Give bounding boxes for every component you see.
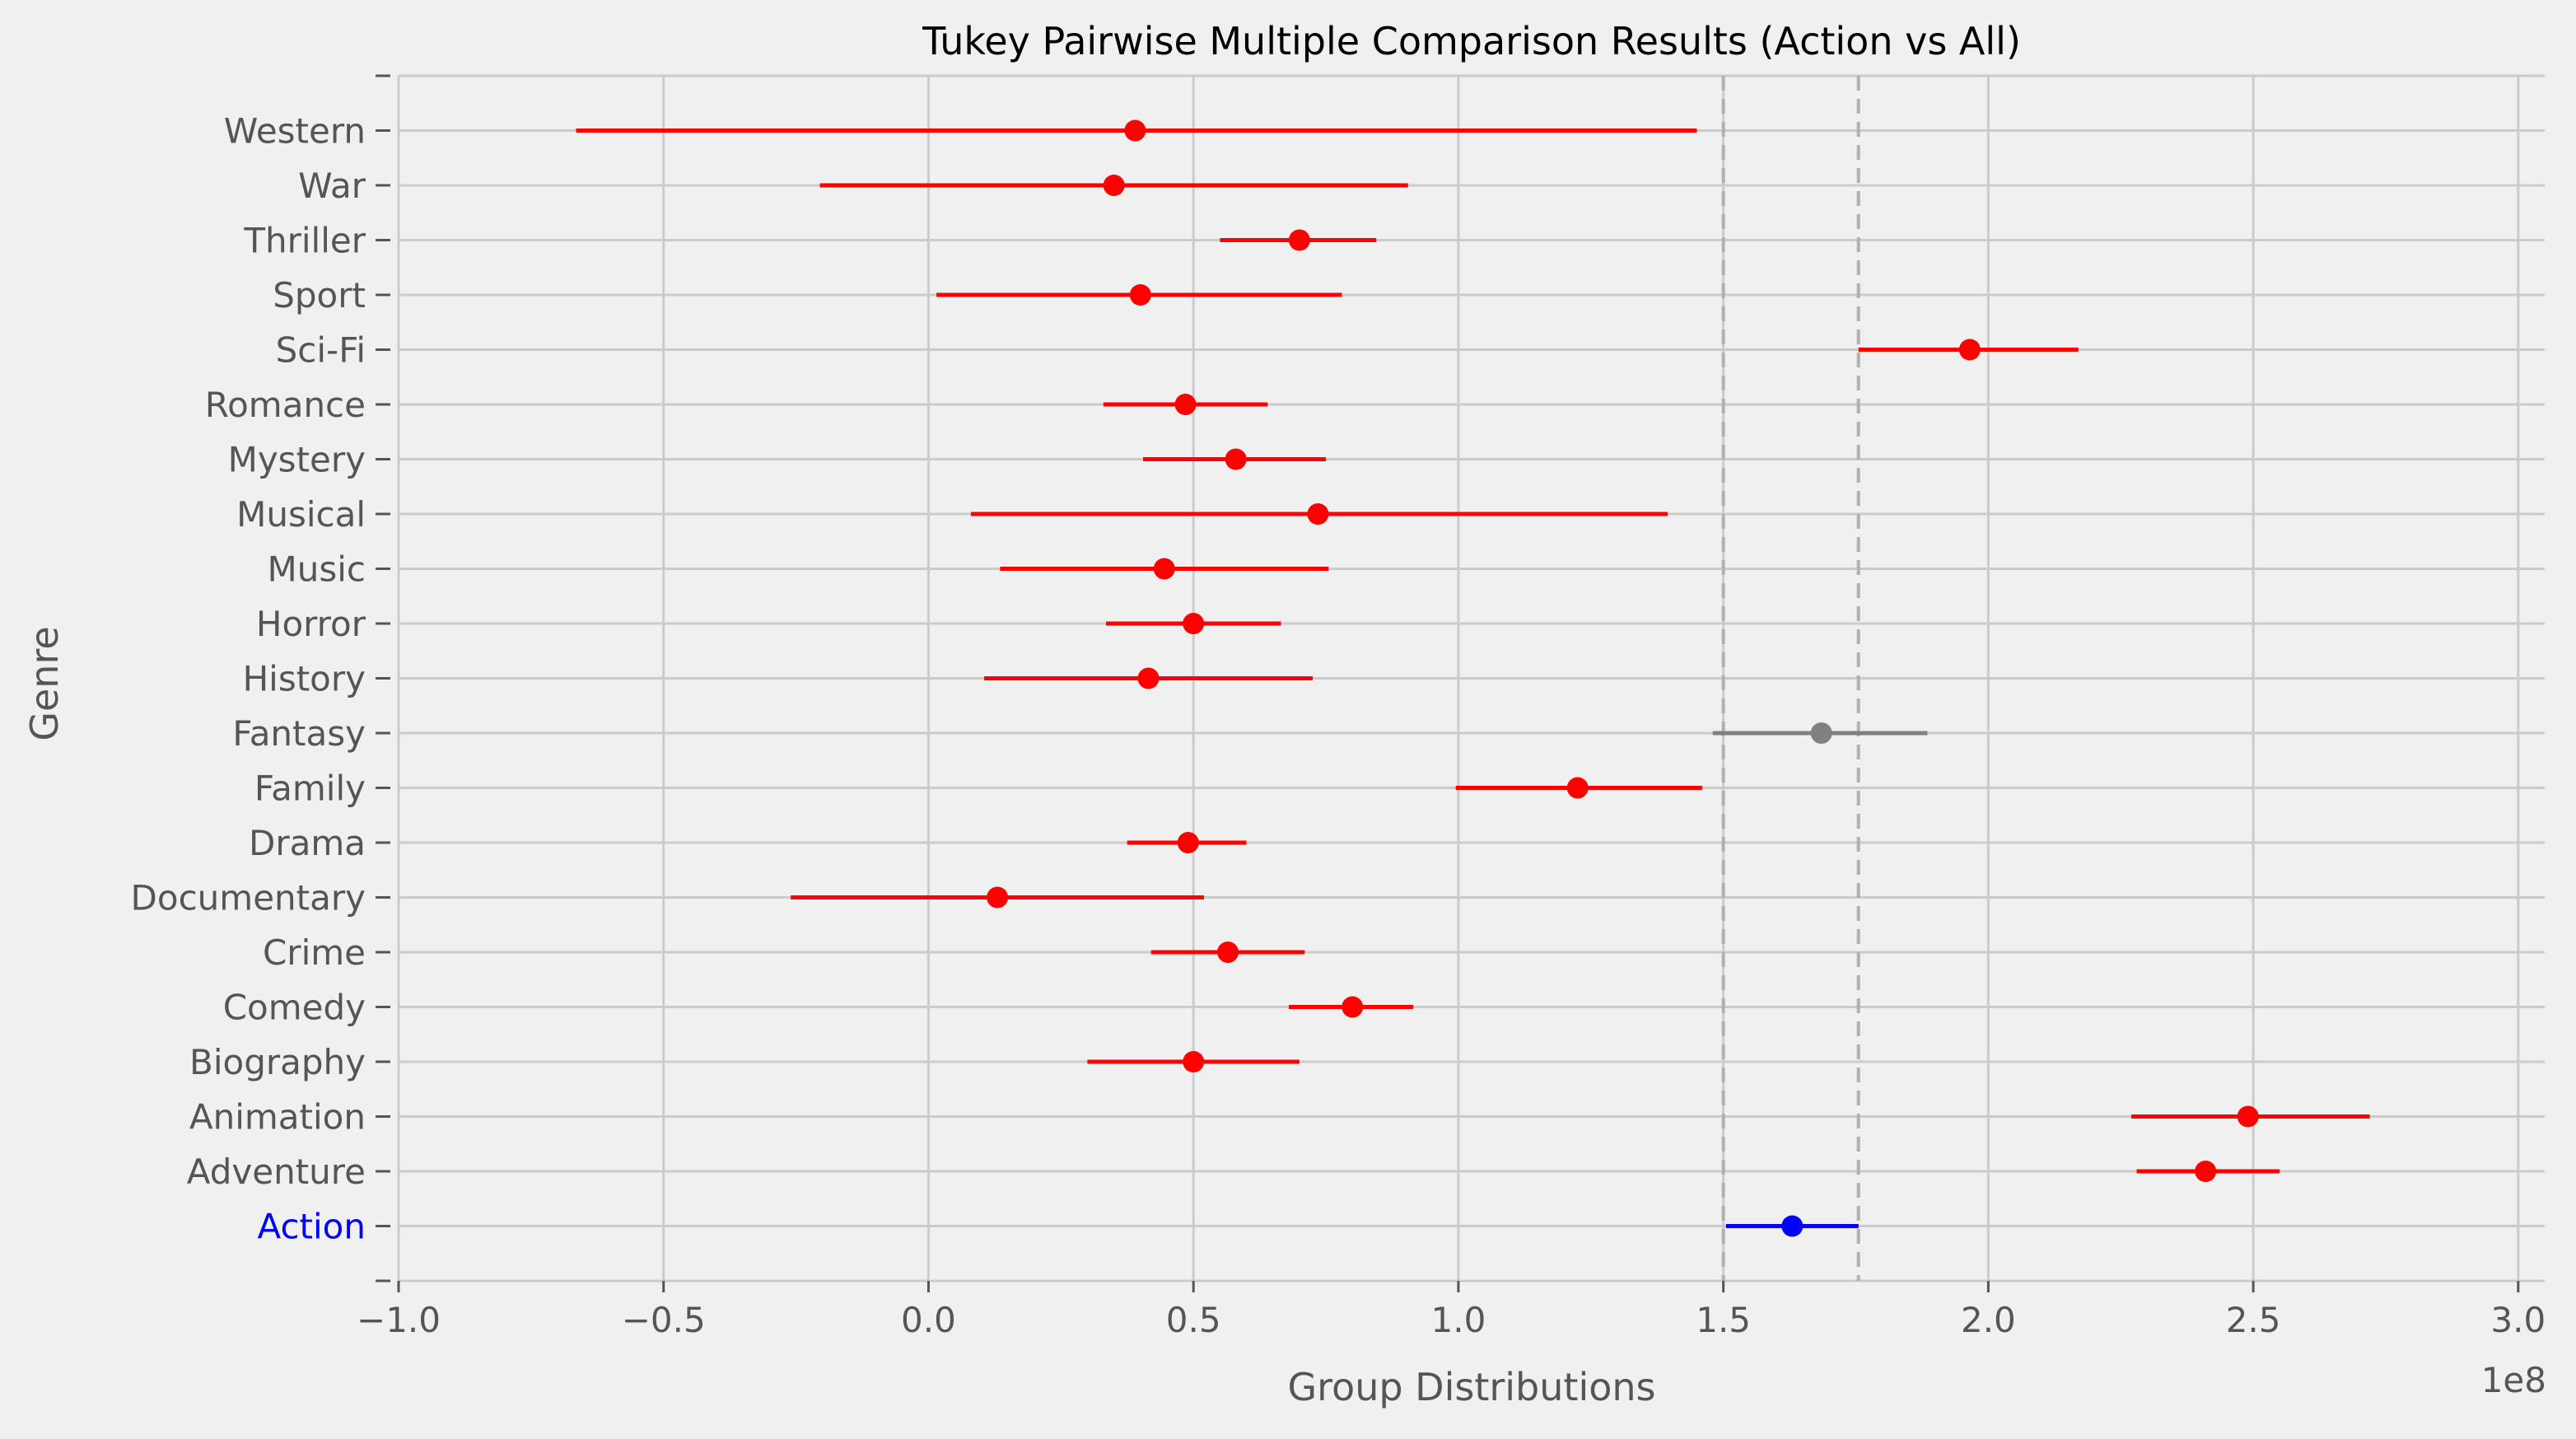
- mean-point-sci-fi: [1958, 339, 1981, 361]
- y-tick-label-crime: Crime: [263, 932, 366, 973]
- x-tick-label: 0.5: [1166, 1300, 1221, 1340]
- y-tick-label-action: Action: [257, 1207, 366, 1247]
- mean-point-fantasy: [1810, 722, 1832, 744]
- mean-point-animation: [2237, 1105, 2259, 1128]
- error-bars: [576, 119, 2370, 1237]
- grid-lines: [397, 74, 2545, 1282]
- x-tick-label: −1.0: [357, 1300, 441, 1340]
- x-axis: −1.0 −0.5 0.0 0.5 1.0 1.5 2.0 2.5 3.0: [357, 1281, 2546, 1340]
- mean-point-crime: [1217, 941, 1239, 963]
- y-tick-label-romance: Romance: [205, 385, 366, 425]
- mean-point-western: [1124, 119, 1146, 142]
- x-tick-label: 2.0: [1961, 1300, 2016, 1340]
- y-tick-label-family: Family: [254, 769, 366, 809]
- y-tick-label-documentary: Documentary: [131, 878, 366, 918]
- mean-point-history: [1137, 667, 1160, 689]
- y-tick-label-biography: Biography: [189, 1042, 366, 1082]
- y-tick-label-western: Western: [224, 111, 366, 152]
- x-axis-multiplier: 1e8: [2481, 1360, 2546, 1400]
- y-tick-label-horror: Horror: [256, 604, 366, 644]
- y-tick-label-fantasy: Fantasy: [232, 713, 366, 754]
- y-tick-label-animation: Animation: [189, 1097, 366, 1138]
- mean-point-action: [1781, 1215, 1804, 1237]
- mean-point-musical: [1307, 503, 1329, 525]
- y-tick-label-mystery: Mystery: [228, 440, 366, 480]
- mean-point-biography: [1183, 1051, 1205, 1072]
- y-tick-label-thriller: Thriller: [243, 221, 366, 261]
- mean-point-comedy: [1342, 996, 1364, 1018]
- y-tick-label-drama: Drama: [249, 823, 366, 863]
- y-tick-label-war: War: [298, 166, 366, 206]
- mean-point-horror: [1183, 613, 1205, 634]
- y-axis: Action Adventure Animation Biography Comedy C…: [131, 74, 390, 1282]
- chart-title: Tukey Pairwise Multiple Comparison Resul…: [922, 19, 2021, 63]
- y-tick-label-comedy: Comedy: [223, 988, 366, 1028]
- x-tick-label: 3.0: [2490, 1300, 2546, 1340]
- mean-point-sport: [1129, 284, 1151, 306]
- mean-point-romance: [1174, 394, 1197, 415]
- y-tick-label-sci-fi: Sci-Fi: [276, 330, 366, 371]
- mean-point-war: [1103, 175, 1125, 196]
- x-tick-label: 2.5: [2226, 1300, 2281, 1340]
- y-tick-label-history: History: [243, 659, 366, 699]
- mean-point-adventure: [2195, 1161, 2217, 1182]
- reference-lines: [1721, 76, 1860, 1281]
- mean-point-family: [1566, 777, 1589, 799]
- mean-point-documentary: [987, 886, 1009, 909]
- x-tick-label: −0.5: [622, 1300, 706, 1340]
- mean-point-music: [1153, 558, 1175, 580]
- y-tick-label-sport: Sport: [273, 275, 366, 315]
- x-tick-label: 1.5: [1696, 1300, 1751, 1340]
- y-tick-label-music: Music: [268, 549, 366, 590]
- y-axis-label: Genre: [22, 626, 67, 741]
- x-tick-label: 0.0: [901, 1300, 956, 1340]
- x-axis-label: Group Distributions: [1288, 1365, 1656, 1409]
- mean-point-mystery: [1225, 448, 1247, 470]
- y-tick-label-musical: Musical: [236, 494, 366, 535]
- mean-point-thriller: [1288, 229, 1310, 251]
- mean-point-drama: [1177, 832, 1199, 853]
- y-tick-label-adventure: Adventure: [187, 1152, 366, 1192]
- x-tick-label: 1.0: [1431, 1300, 1486, 1340]
